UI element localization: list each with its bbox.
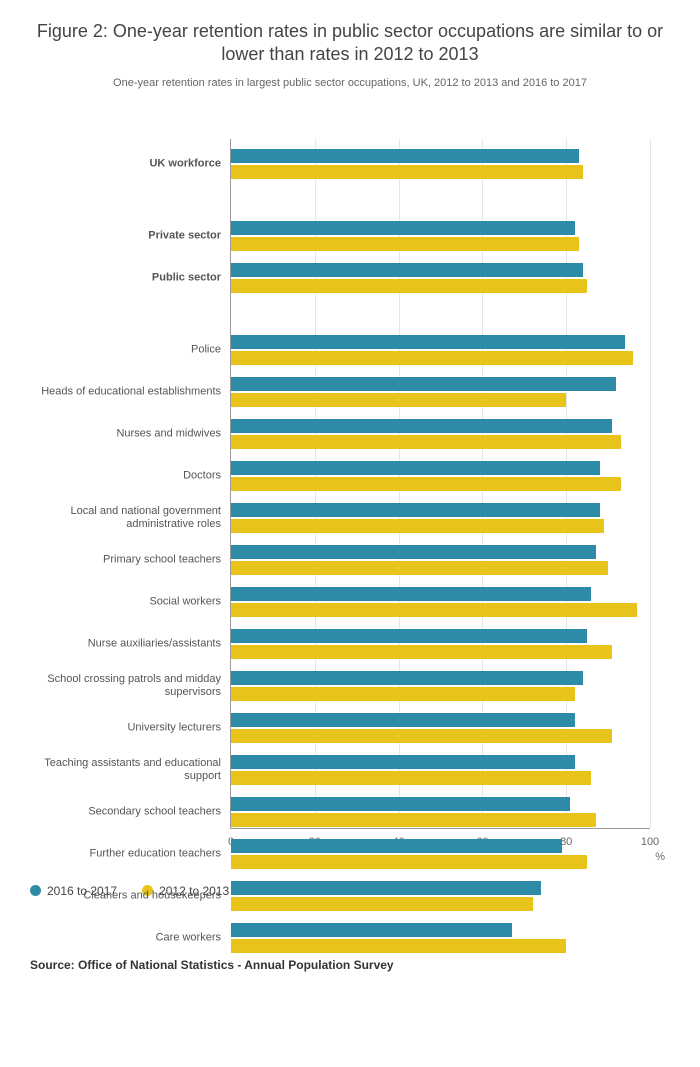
chart-row: Secondary school teachers xyxy=(231,797,650,827)
bar xyxy=(231,165,583,179)
bar xyxy=(231,503,600,517)
row-label: Care workers xyxy=(31,931,231,944)
chart-subtitle: One-year retention rates in largest publ… xyxy=(30,77,670,89)
chart-row: Social workers xyxy=(231,587,650,617)
bar xyxy=(231,419,612,433)
bar xyxy=(231,545,596,559)
bar xyxy=(231,477,621,491)
bar xyxy=(231,221,575,235)
chart-row: Nurse auxiliaries/assistants xyxy=(231,629,650,659)
chart-row: Care workers xyxy=(231,923,650,953)
bar xyxy=(231,923,512,937)
bar xyxy=(231,939,566,953)
row-label: Nurses and midwives xyxy=(31,427,231,440)
chart-row: Teaching assistants and educational supp… xyxy=(231,755,650,785)
gridline xyxy=(650,139,651,828)
bar xyxy=(231,755,575,769)
bar xyxy=(231,561,608,575)
bar xyxy=(231,377,616,391)
chart-row: Nurses and midwives xyxy=(231,419,650,449)
chart-area: % 020406080100UK workforcePrivate sector… xyxy=(230,139,650,859)
chart-row: Public sector xyxy=(231,263,650,293)
chart-row: Local and national government administra… xyxy=(231,503,650,533)
source-text: Source: Office of National Statistics - … xyxy=(30,958,670,972)
bar xyxy=(231,671,583,685)
chart-row: School crossing patrols and midday super… xyxy=(231,671,650,701)
bar xyxy=(231,687,575,701)
bar xyxy=(231,461,600,475)
bar xyxy=(231,587,591,601)
bar xyxy=(231,393,566,407)
row-label: Police xyxy=(31,343,231,356)
row-label: Teaching assistants and educational supp… xyxy=(31,757,231,783)
chart-row: UK workforce xyxy=(231,149,650,179)
chart-row: Private sector xyxy=(231,221,650,251)
chart-row: Primary school teachers xyxy=(231,545,650,575)
chart-row: Further education teachers xyxy=(231,839,650,869)
bar xyxy=(231,279,587,293)
bar xyxy=(231,149,579,163)
bar xyxy=(231,813,596,827)
chart-row: Police xyxy=(231,335,650,365)
row-label: Local and national government administra… xyxy=(31,505,231,531)
chart-row: Cleaners and housekeepers xyxy=(231,881,650,911)
chart-title: Figure 2: One-year retention rates in pu… xyxy=(30,20,670,67)
bar xyxy=(231,713,575,727)
bar xyxy=(231,897,533,911)
bar xyxy=(231,435,621,449)
row-label: School crossing patrols and midday super… xyxy=(31,673,231,699)
bar xyxy=(231,335,625,349)
bar xyxy=(231,629,587,643)
bar xyxy=(231,855,587,869)
bar xyxy=(231,645,612,659)
bar xyxy=(231,839,562,853)
row-label: Primary school teachers xyxy=(31,553,231,566)
bar xyxy=(231,771,591,785)
chart-row: Doctors xyxy=(231,461,650,491)
bar xyxy=(231,729,612,743)
bar xyxy=(231,797,570,811)
x-axis-label: % xyxy=(655,851,665,863)
row-label: Further education teachers xyxy=(31,847,231,860)
bar xyxy=(231,263,583,277)
row-label: Heads of educational establishments xyxy=(31,385,231,398)
row-label: Private sector xyxy=(31,229,231,242)
row-label: Cleaners and housekeepers xyxy=(31,889,231,902)
bar xyxy=(231,519,604,533)
bar xyxy=(231,603,637,617)
chart-row: University lecturers xyxy=(231,713,650,743)
row-label: Social workers xyxy=(31,595,231,608)
row-label: Public sector xyxy=(31,271,231,284)
plot-area: % 020406080100UK workforcePrivate sector… xyxy=(230,139,650,829)
row-label: Nurse auxiliaries/assistants xyxy=(31,637,231,650)
row-label: Doctors xyxy=(31,469,231,482)
bar xyxy=(231,237,579,251)
chart-row: Heads of educational establishments xyxy=(231,377,650,407)
row-label: UK workforce xyxy=(31,157,231,170)
bar xyxy=(231,351,633,365)
bar xyxy=(231,881,541,895)
row-label: University lecturers xyxy=(31,721,231,734)
row-label: Secondary school teachers xyxy=(31,805,231,818)
